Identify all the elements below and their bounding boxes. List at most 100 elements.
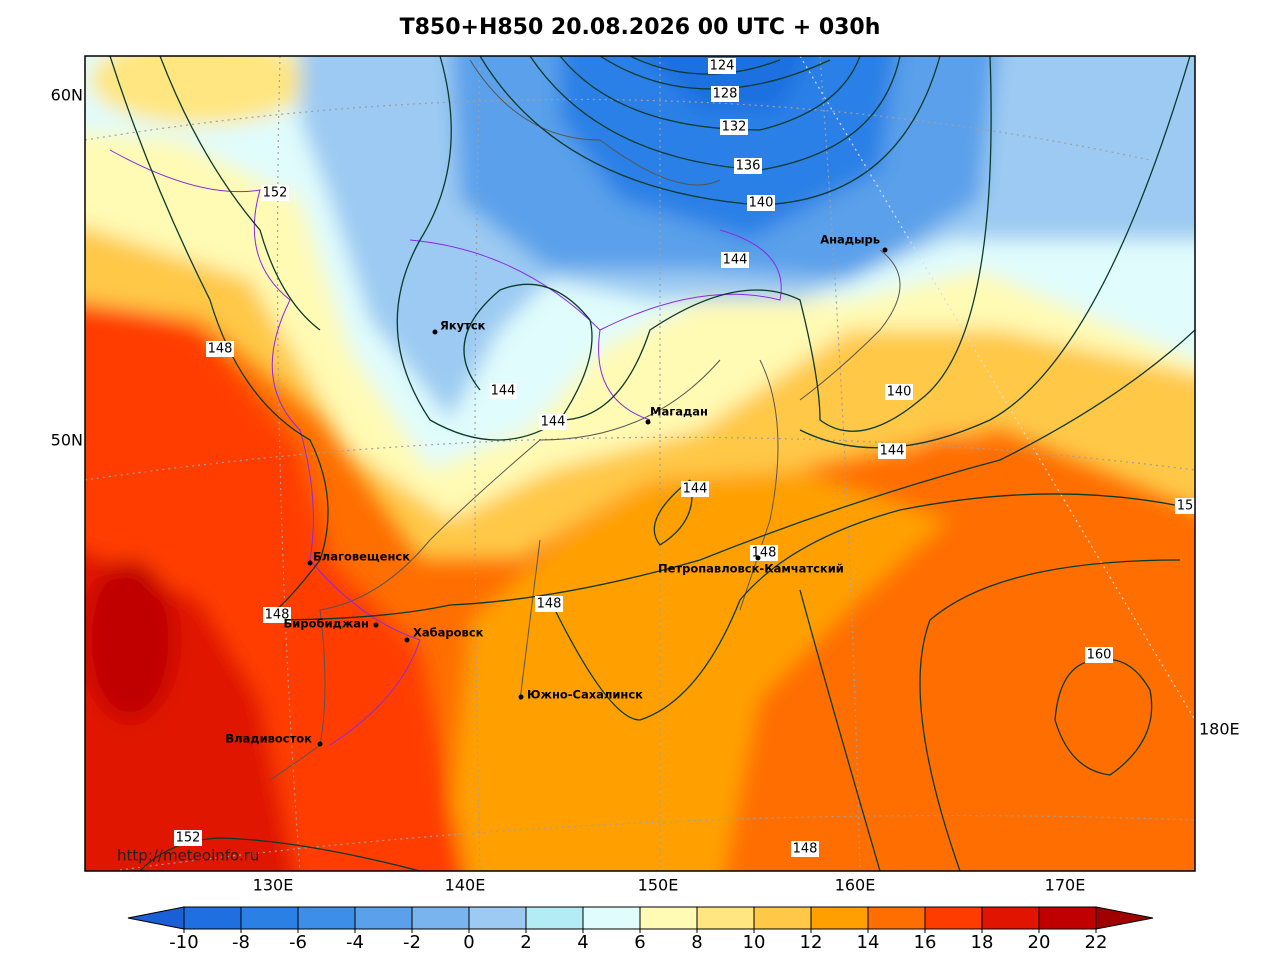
contour-label: 144 xyxy=(683,482,708,497)
contour-label-bg xyxy=(535,596,563,612)
contour-label: 124 xyxy=(710,59,735,74)
colorbar-bin xyxy=(924,906,983,930)
colorbar-bin xyxy=(354,906,413,930)
city-label: Биробиджан xyxy=(284,617,369,631)
contour-label: 144 xyxy=(723,253,748,268)
colorbar-bin xyxy=(753,906,812,930)
city-label: Хабаровск xyxy=(413,626,484,640)
contour-label: 148 xyxy=(537,597,562,612)
contour-label: 152 xyxy=(263,186,288,201)
colorbar-bin xyxy=(468,906,527,930)
city-dot xyxy=(307,560,313,566)
colorbar-tick-label: 10 xyxy=(743,932,766,953)
map-frame xyxy=(84,55,1196,872)
contour-label: 144 xyxy=(541,415,566,430)
colorbar-tick-label: -4 xyxy=(346,932,364,953)
contour-label: 136 xyxy=(736,159,761,174)
colorbar-tick-label: -8 xyxy=(232,932,250,953)
colorbar-bin xyxy=(582,906,641,930)
contour-label: 144 xyxy=(491,384,516,399)
contour-label-bg xyxy=(539,414,567,430)
colorbar-bin xyxy=(639,906,698,930)
contour-label-bg xyxy=(734,158,762,174)
colorbar-extension xyxy=(1095,906,1154,930)
city-label: Анадырь xyxy=(820,233,880,247)
contour-label-bg xyxy=(263,607,291,623)
colorbar-tick-label: 18 xyxy=(971,932,994,953)
contour-label-bg xyxy=(174,830,202,846)
contour-label-bg xyxy=(885,384,913,400)
contour-label-bg xyxy=(681,481,709,497)
city-dot xyxy=(755,555,761,561)
colorbar-bin xyxy=(810,906,869,930)
longitude-label: 160E xyxy=(835,876,876,895)
city-label: Магадан xyxy=(650,405,708,419)
contour-label: 132 xyxy=(722,120,747,135)
city-label: Благовещенск xyxy=(313,550,410,564)
colorbar-tick-label: 16 xyxy=(914,932,937,953)
colorbar-tick-label: -10 xyxy=(169,932,198,953)
contour-label: 160 xyxy=(1087,648,1112,663)
colorbar-tick-label: 14 xyxy=(857,932,880,953)
colorbar-tick-label: 8 xyxy=(691,932,702,953)
colorbar-bin xyxy=(183,906,242,930)
city-label: Петропавловск-Камчатский xyxy=(658,562,844,576)
contour-label-bg xyxy=(708,58,736,74)
colorbar-bin xyxy=(867,906,926,930)
contour-label-bg xyxy=(206,341,234,357)
longitude-label: 180E xyxy=(1199,720,1240,739)
latitude-label: 60N xyxy=(51,86,83,105)
colorbar-tick-label: 2 xyxy=(520,932,531,953)
contour-label: 140 xyxy=(887,385,912,400)
colorbar-tick-label: 0 xyxy=(463,932,474,953)
contour-label: 144 xyxy=(880,444,905,459)
colorbar-tick-label: 20 xyxy=(1028,932,1051,953)
city-dot xyxy=(432,329,438,335)
colorbar-bin xyxy=(525,906,584,930)
contour-label: 148 xyxy=(265,608,290,623)
longitude-label: 140E xyxy=(445,876,486,895)
colorbar-tick-label: 4 xyxy=(577,932,588,953)
contour-label: 15 xyxy=(1177,499,1194,514)
colorbar-bin xyxy=(1038,906,1097,930)
colorbar-bin xyxy=(696,906,755,930)
contour-label-bg xyxy=(791,841,819,857)
colorbar-tick-label: -6 xyxy=(289,932,307,953)
title: T850+H850 20.08.2026 00 UTC + 030h xyxy=(400,15,881,40)
latitude-label: 50N xyxy=(51,431,83,450)
city-dot xyxy=(518,694,524,700)
colorbar-bin xyxy=(981,906,1040,930)
city-dot xyxy=(645,419,651,425)
contour-label-bg xyxy=(720,119,748,135)
contour-label-bg xyxy=(878,443,906,459)
colorbar-extension xyxy=(127,906,185,930)
contour-label: 140 xyxy=(749,196,774,211)
contour-label-bg xyxy=(711,86,739,102)
city-label: Владивосток xyxy=(225,732,312,746)
contour-label: 128 xyxy=(713,87,738,102)
credit: http://meteoinfo.ru xyxy=(117,847,259,865)
contour-label-bg xyxy=(1175,498,1195,514)
contour-label: 148 xyxy=(793,842,818,857)
longitude-label: 130E xyxy=(253,876,294,895)
longitude-label: 170E xyxy=(1045,876,1086,895)
map-field: 124 128 132 136 140 144 152 148 144 144 140 144 144 1… xyxy=(85,56,1195,871)
colorbar-tick-label: -2 xyxy=(403,932,421,953)
colorbar-bin xyxy=(240,906,299,930)
colorbar-bin xyxy=(297,906,356,930)
city-label: Южно-Сахалинск xyxy=(527,688,643,702)
contour-label: 148 xyxy=(752,546,777,561)
contour-label: 152 xyxy=(176,831,201,846)
colorbar-bin xyxy=(411,906,470,930)
contour-label-bg xyxy=(261,185,289,201)
city-dot xyxy=(317,741,323,747)
contour-label: 148 xyxy=(208,342,233,357)
colorbar-tick-label: 6 xyxy=(634,932,645,953)
city-dot xyxy=(373,622,379,628)
longitude-label: 150E xyxy=(638,876,679,895)
colorbar-tick-label: 12 xyxy=(800,932,823,953)
city-dot xyxy=(404,637,410,643)
contour-label-bg xyxy=(1085,647,1113,663)
